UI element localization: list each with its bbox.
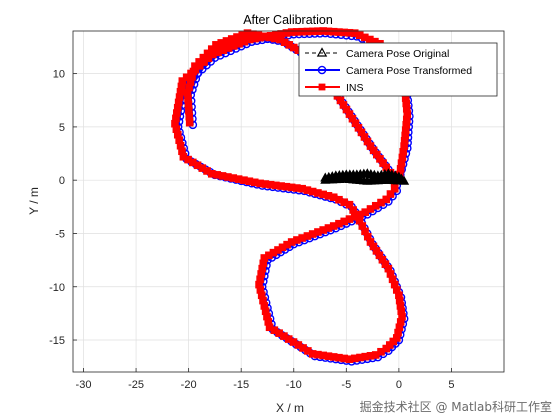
data-point (320, 174, 331, 184)
x-tick-label: -20 (181, 379, 197, 391)
legend-item: INS (305, 82, 364, 94)
y-tick-label: 10 (53, 69, 65, 81)
x-axis-label: X / m (276, 401, 304, 415)
y-tick-label: -5 (55, 228, 65, 240)
x-tick-label: 0 (396, 379, 402, 391)
legend-label: Camera Pose Transformed (346, 65, 472, 77)
legend: Camera Pose Original Camera Pose Transfor… (298, 42, 498, 97)
x-tick-label: -5 (341, 379, 351, 391)
legend-item: Camera Pose Transformed (305, 65, 472, 77)
x-tick-label: -25 (128, 379, 144, 391)
chart-title: After Calibration (243, 13, 333, 27)
ticks: -30 -25 -20 -15 -10 -5 0 5 -15 -10 -5 0 5 10 (49, 69, 454, 391)
legend-label: INS (346, 82, 364, 94)
legend-marker (317, 65, 327, 75)
legend-marker (316, 47, 328, 57)
y-tick-label: -15 (49, 335, 65, 347)
data-point (185, 118, 194, 127)
y-tick-label: 0 (59, 175, 65, 187)
data-point (212, 41, 220, 49)
data-point (207, 45, 216, 53)
x-tick-label: -10 (286, 379, 302, 391)
legend-marker (318, 83, 326, 91)
x-tick-label: -30 (76, 379, 92, 391)
axes-box (72, 30, 505, 373)
data-point (195, 58, 203, 66)
y-axis-label: Y / m (27, 187, 41, 215)
y-tick-label: 5 (59, 122, 65, 134)
data-point (386, 190, 395, 198)
data-point (382, 195, 391, 204)
data-point (199, 53, 208, 62)
legend-label: Camera Pose Original (346, 48, 449, 60)
x-tick-label: 5 (448, 379, 454, 391)
legend-item: Camera Pose Original (305, 47, 449, 60)
data-point (203, 49, 212, 58)
series-camera-pose-original (320, 168, 410, 185)
x-tick-label: -15 (233, 379, 249, 391)
watermark: 掘金技术社区 @ Matlab科研工作室 (359, 400, 552, 414)
y-tick-label: -10 (49, 282, 65, 294)
